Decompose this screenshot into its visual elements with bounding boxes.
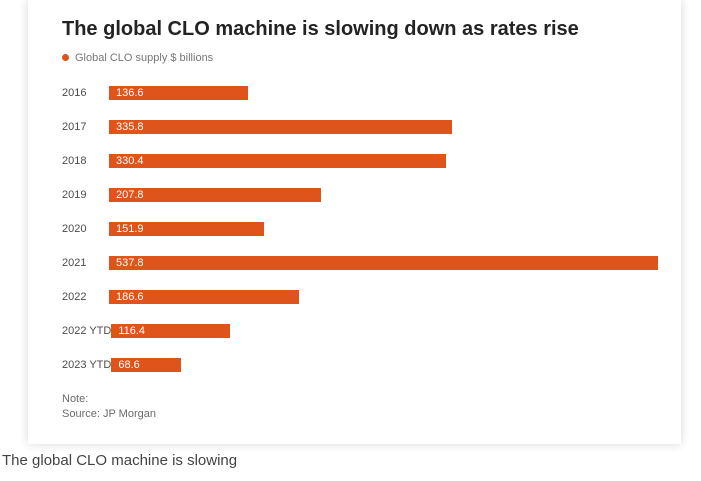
category-label: 2018 xyxy=(62,155,87,167)
value-label: 335.8 xyxy=(116,121,144,133)
bar: 207.8 xyxy=(109,188,322,202)
chart-row: 2023 YTD 68.6 xyxy=(62,348,658,382)
bar: 116.4 xyxy=(111,324,230,338)
value-label: 116.4 xyxy=(118,325,146,337)
bar-track: 207.8 xyxy=(109,188,658,202)
chart-row: 2022 186.6 xyxy=(62,280,658,314)
bar-track: 330.4 xyxy=(109,154,658,168)
category-label: 2022 YTD xyxy=(62,325,112,337)
source-label: Source: JP Morgan xyxy=(62,408,156,420)
category-label: 2023 YTD xyxy=(62,359,112,371)
value-label: 207.8 xyxy=(116,189,144,201)
legend-dot-icon xyxy=(62,54,69,61)
chart-rows: 2016 136.6 2017 335.8 2018 330.4 2019 207.8 2020… xyxy=(62,76,658,382)
chart-row: 2017 335.8 xyxy=(62,110,658,144)
chart-row: 2022 YTD 116.4 xyxy=(62,314,658,348)
bar: 68.6 xyxy=(111,358,182,372)
bar: 537.8 xyxy=(109,256,658,270)
chart-title: The global CLO machine is slowing down a… xyxy=(62,18,579,40)
chart-card: The global CLO machine is slowing down a… xyxy=(28,0,681,444)
bar: 186.6 xyxy=(109,290,300,304)
bar: 136.6 xyxy=(109,86,249,100)
chart-row: 2019 207.8 xyxy=(62,178,658,212)
bar-track: 186.6 xyxy=(109,290,658,304)
legend-label: Global CLO supply $ billions xyxy=(75,51,214,64)
chart-row: 2018 330.4 xyxy=(62,144,658,178)
bar-track: 136.6 xyxy=(109,86,658,100)
category-label: 2022 xyxy=(62,291,87,303)
bar-track: 537.8 xyxy=(109,256,658,270)
category-label: 2017 xyxy=(62,121,87,133)
bar: 151.9 xyxy=(109,222,265,236)
chart-row: 2020 151.9 xyxy=(62,212,658,246)
page-caption: The global CLO machine is slowing xyxy=(2,452,238,469)
category-label: 2019 xyxy=(62,189,87,201)
category-label: 2021 xyxy=(62,257,87,269)
value-label: 68.6 xyxy=(118,359,140,371)
value-label: 136.6 xyxy=(116,87,144,99)
bar-track: 116.4 xyxy=(111,324,658,338)
bar: 335.8 xyxy=(109,120,452,134)
value-label: 151.9 xyxy=(116,223,144,235)
value-label: 537.8 xyxy=(116,257,144,269)
bar-track: 335.8 xyxy=(109,120,658,134)
category-label: 2020 xyxy=(62,223,87,235)
chart-legend: Global CLO supply $ billions xyxy=(62,51,658,64)
bar-track: 151.9 xyxy=(109,222,658,236)
value-label: 186.6 xyxy=(116,291,144,303)
chart-row: 2016 136.6 xyxy=(62,76,658,110)
bar: 330.4 xyxy=(109,154,447,168)
note-label: Note: xyxy=(62,393,89,405)
category-label: 2016 xyxy=(62,87,87,99)
chart-notes: Note: Source: JP Morgan xyxy=(62,392,658,422)
bar-track: 68.6 xyxy=(111,358,658,372)
value-label: 330.4 xyxy=(116,155,144,167)
chart-row: 2021 537.8 xyxy=(62,246,658,280)
